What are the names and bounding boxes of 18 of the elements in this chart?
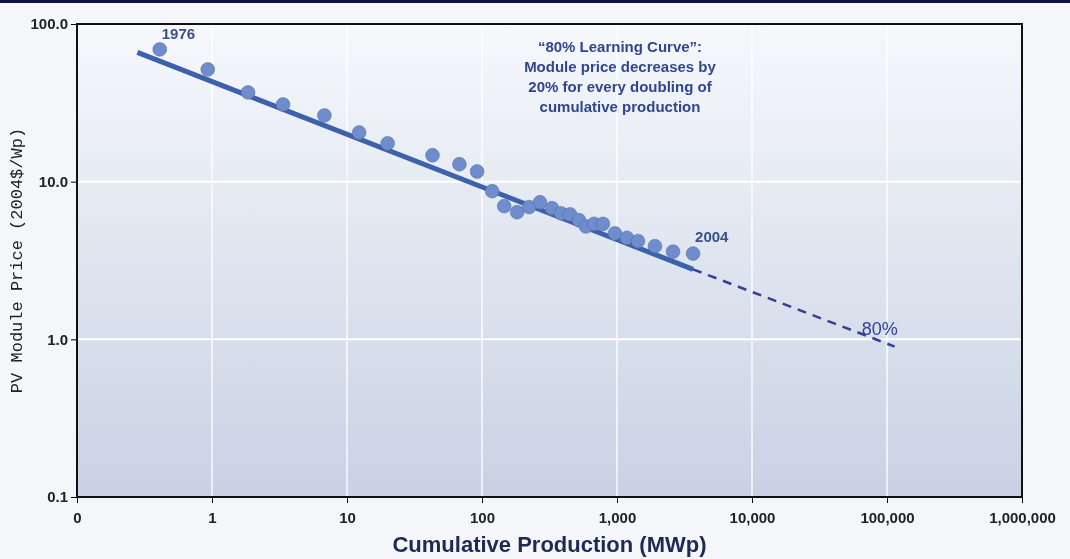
x-tick-label: 1,000,000 bbox=[989, 508, 1056, 526]
x-tick-label: 0 bbox=[73, 508, 82, 526]
x-tick-label: 100,000 bbox=[860, 508, 915, 526]
annotation: 2004 bbox=[695, 227, 730, 245]
annotation: 1976 bbox=[161, 25, 196, 43]
y-tick-label: 1.0 bbox=[47, 330, 68, 348]
x-axis-title: Cumulative Production (MWp) bbox=[392, 532, 707, 557]
x-tick-label: 1,000 bbox=[598, 508, 637, 526]
y-tick-label: 100.0 bbox=[30, 15, 68, 33]
annotation: 80% bbox=[861, 318, 898, 339]
y-axis-title: PV Module Price (2004$/Wp) bbox=[8, 127, 27, 394]
y-tick-label: 0.1 bbox=[47, 488, 68, 506]
x-tick-label: 100 bbox=[469, 508, 496, 526]
y-tick-label: 10.0 bbox=[38, 172, 68, 190]
annotation: “80% Learning Curve”: Module price decreases by 20% for every doubling of cumulative production bbox=[524, 38, 717, 115]
x-tick-label: 10 bbox=[339, 508, 356, 526]
x-tick-label: 10,000 bbox=[729, 508, 776, 526]
x-tick-label: 1 bbox=[208, 508, 217, 526]
